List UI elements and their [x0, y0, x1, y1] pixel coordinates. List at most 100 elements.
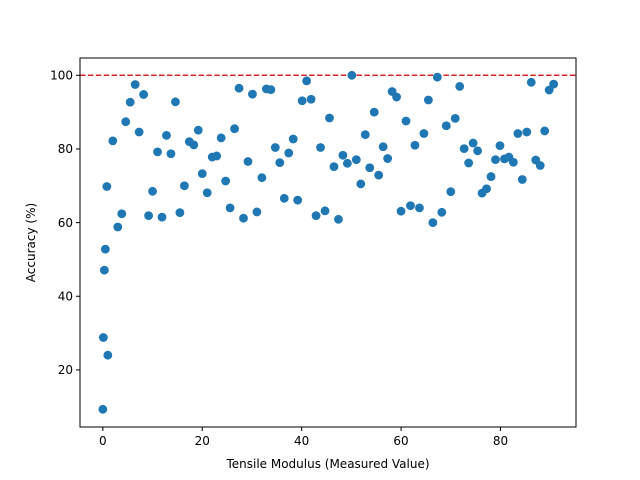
data-point	[419, 129, 429, 138]
data-point	[134, 127, 144, 137]
data-point	[325, 113, 334, 123]
data-point	[338, 150, 348, 160]
data-point	[356, 179, 366, 189]
data-point	[495, 141, 505, 151]
data-point	[549, 79, 559, 89]
data-point	[197, 169, 207, 179]
x-tick-label: 0	[99, 434, 107, 448]
data-point	[441, 121, 451, 131]
data-point	[540, 126, 550, 136]
data-point	[491, 155, 500, 165]
data-point	[189, 140, 199, 150]
data-point	[378, 142, 388, 152]
data-point	[406, 201, 415, 211]
data-point	[446, 187, 456, 197]
data-point	[98, 404, 108, 414]
data-point	[130, 80, 140, 89]
data-point	[486, 172, 496, 181]
data-point	[334, 214, 343, 224]
data-point	[162, 130, 171, 140]
data-point	[166, 149, 176, 159]
plot-frame	[79, 57, 577, 428]
data-point	[360, 130, 370, 140]
data-point	[266, 85, 276, 95]
y-tick-label: 40	[58, 289, 73, 303]
data-point	[117, 209, 127, 219]
data-point	[320, 206, 330, 216]
data-point	[157, 212, 167, 222]
data-point	[103, 350, 113, 360]
data-point	[148, 186, 157, 196]
data-point	[297, 96, 307, 106]
y-tick-label: 20	[58, 363, 73, 377]
x-axis-ticks: 0 20 40 60 80	[99, 427, 508, 448]
data-point	[482, 184, 491, 194]
y-tick-label: 80	[58, 142, 73, 156]
data-point	[455, 81, 465, 91]
data-point	[102, 182, 112, 191]
data-point	[428, 218, 438, 228]
data-point	[526, 77, 536, 87]
data-point	[432, 72, 442, 82]
data-point	[243, 157, 253, 166]
data-point	[415, 203, 424, 213]
data-point	[347, 70, 357, 80]
x-tick-label: 40	[294, 434, 309, 448]
data-point	[383, 154, 393, 163]
data-point	[216, 133, 226, 143]
data-point	[202, 188, 212, 198]
data-point	[369, 107, 379, 117]
data-point	[365, 163, 375, 173]
x-tick-label: 20	[195, 434, 210, 448]
data-point	[410, 140, 420, 150]
x-axis-label: Tensile Modulus (Measured Value)	[225, 457, 429, 471]
data-point	[342, 158, 352, 168]
data-point	[121, 117, 131, 127]
data-point	[374, 170, 384, 180]
data-point	[234, 83, 244, 93]
data-point	[302, 76, 312, 86]
data-point	[230, 124, 239, 134]
data-point	[392, 92, 401, 102]
data-point	[311, 211, 321, 221]
y-axis-label: Accuracy (%)	[24, 203, 38, 282]
data-point	[473, 146, 482, 156]
data-point	[306, 94, 316, 104]
data-point	[329, 162, 339, 172]
y-tick-label: 60	[58, 216, 73, 230]
data-point	[98, 333, 108, 342]
data-point	[468, 138, 478, 148]
data-point	[100, 244, 110, 254]
data-point	[316, 143, 325, 152]
y-axis-ticks: 20 40 60 80 100	[50, 69, 80, 377]
data-point	[450, 114, 460, 123]
x-tick-label: 80	[493, 434, 508, 448]
data-point	[212, 151, 222, 161]
data-point	[153, 147, 162, 157]
data-point	[351, 155, 361, 165]
y-tick-label: 100	[50, 69, 73, 83]
data-point	[225, 203, 235, 213]
data-point	[171, 97, 180, 107]
data-point	[270, 143, 280, 152]
data-point	[522, 127, 532, 137]
data-point	[284, 148, 294, 158]
data-point	[248, 89, 257, 99]
data-point	[113, 222, 123, 232]
data-point	[535, 161, 545, 170]
data-point	[275, 158, 285, 167]
data-point	[437, 207, 447, 217]
data-point	[221, 176, 231, 186]
data-point	[288, 134, 298, 144]
x-tick-label: 60	[393, 434, 408, 448]
data-point	[239, 213, 248, 223]
data-point	[108, 136, 118, 146]
data-point	[193, 125, 203, 135]
data-point	[464, 158, 474, 168]
data-point	[396, 206, 406, 216]
data-point	[144, 211, 153, 221]
data-point	[125, 97, 135, 107]
